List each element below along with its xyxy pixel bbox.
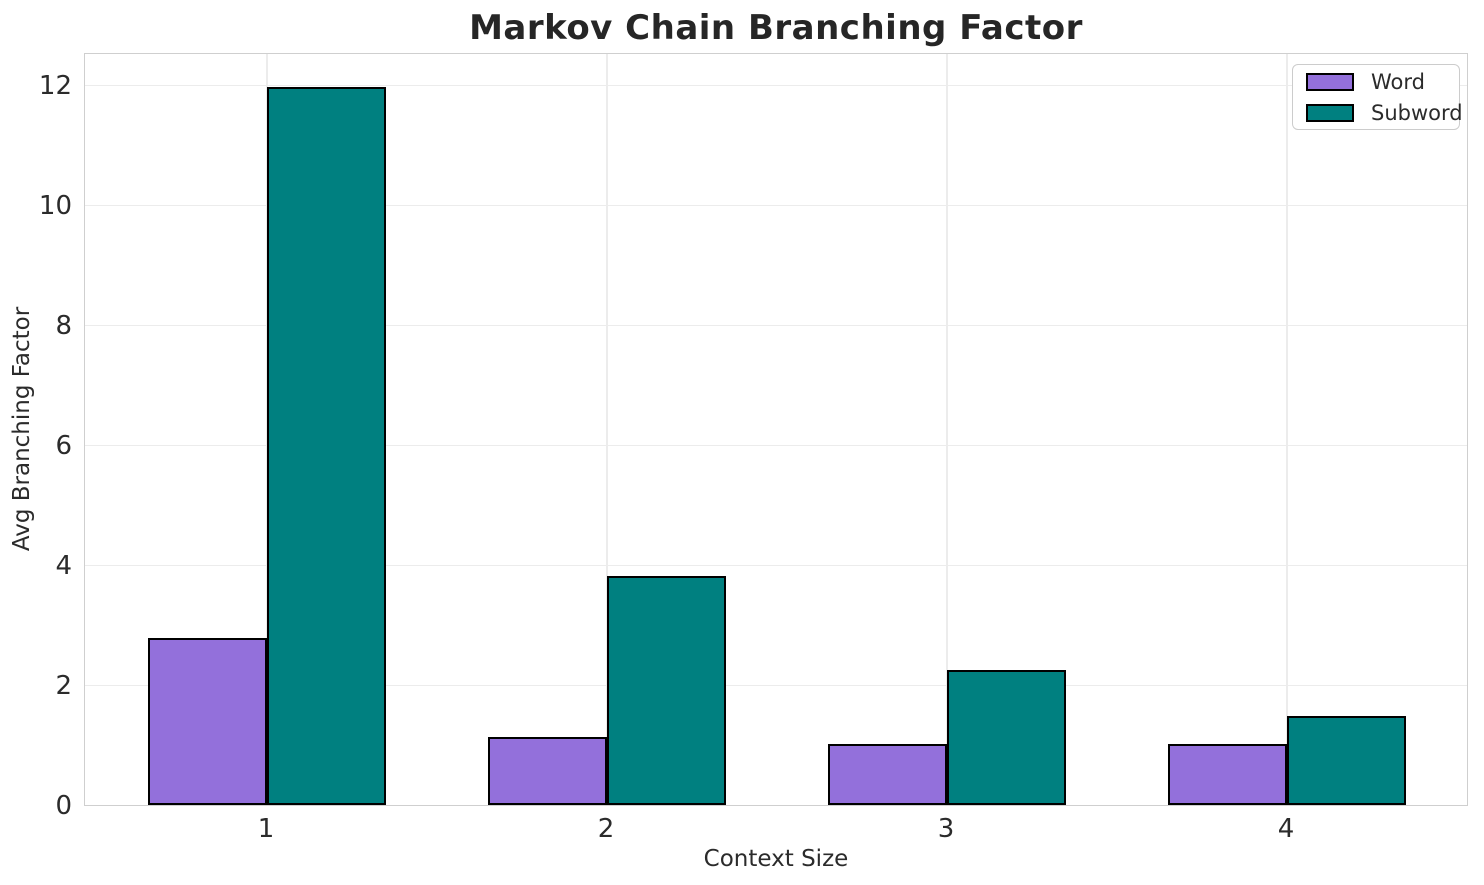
x-tick-label: 3: [937, 814, 955, 844]
y-axis-label: Avg Branching Factor: [9, 306, 35, 552]
legend: Word Subword: [1292, 64, 1463, 130]
y-tick-label: 6: [55, 431, 72, 461]
legend-item-subword: Subword: [1293, 101, 1463, 125]
bar-word-3: [828, 744, 947, 805]
bar-subword-1: [267, 86, 386, 805]
x-tick-label: 2: [597, 814, 615, 844]
v-gridline: [606, 54, 608, 805]
bar-subword-4: [1287, 716, 1406, 805]
plot-area: [84, 53, 1468, 806]
x-axis-label: Context Size: [703, 846, 849, 872]
y-tick-label: 12: [38, 71, 72, 101]
h-gridline: [85, 84, 1467, 86]
x-tick-label: 4: [1277, 814, 1295, 844]
h-gridline: [85, 684, 1467, 686]
y-tick-label: 8: [55, 311, 72, 341]
bar-word-4: [1168, 744, 1287, 805]
x-tick-label: 1: [257, 814, 275, 844]
bar-subword-3: [947, 670, 1066, 805]
h-gridline: [85, 204, 1467, 206]
bar-subword-2: [607, 575, 726, 805]
legend-item-word: Word: [1293, 70, 1459, 94]
word-swatch: [1306, 72, 1354, 91]
v-gridline: [946, 54, 948, 805]
chart-title: Markov Chain Branching Factor: [469, 8, 1083, 48]
bar-word-2: [488, 737, 607, 805]
y-tick-label: 4: [55, 551, 72, 581]
legend-label: Word: [1371, 69, 1425, 94]
legend-label: Subword: [1371, 100, 1463, 125]
h-gridline: [85, 324, 1467, 326]
h-gridline: [85, 564, 1467, 566]
v-gridline: [1286, 54, 1288, 805]
subword-swatch: [1306, 103, 1354, 122]
v-gridline: [266, 54, 268, 805]
y-tick-label: 0: [55, 791, 72, 821]
h-gridline: [85, 444, 1467, 446]
bar-word-1: [148, 638, 267, 805]
y-tick-label: 2: [55, 671, 72, 701]
y-tick-label: 10: [38, 191, 72, 221]
